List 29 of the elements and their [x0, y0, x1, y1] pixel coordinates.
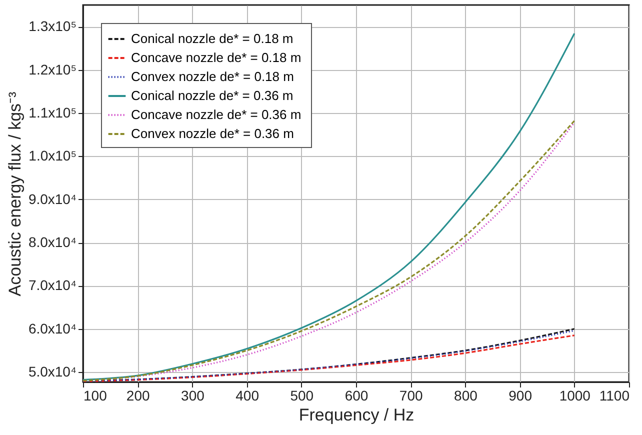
y-tick-label: 1.2x10⁵ [28, 61, 76, 78]
legend-label: Convex nozzle de* = 0.18 m [131, 69, 294, 84]
y-tick-label: 8.0x10⁴ [28, 234, 76, 250]
y-tick-label: 1.3x10⁵ [28, 18, 76, 34]
legend-label: Concave nozzle de* = 0.18 m [131, 50, 302, 65]
x-tick-label: 400 [236, 388, 260, 404]
line-series [83, 32, 576, 381]
y-tick-label: 5.0x10⁴ [28, 364, 76, 380]
legend-label: Conical nozzle de* = 0.36 m [131, 88, 294, 103]
x-tick-label: 900 [508, 388, 532, 404]
x-tick-label: 500 [290, 388, 314, 404]
x-tick-label: 700 [399, 388, 423, 404]
y-tick-label: 1.0x10⁵ [28, 148, 76, 164]
y-tick-label: 6.0x10⁴ [28, 320, 76, 336]
x-tick-label: 100 [84, 388, 108, 404]
x-axis-title: Frequency / Hz [298, 406, 414, 424]
x-tick-label: 600 [344, 388, 368, 404]
y-tick-label: 9.0x10⁴ [28, 190, 76, 207]
x-tick-label: 1100 [599, 388, 630, 404]
legend-label: Convex nozzle de* = 0.36 m [131, 126, 294, 141]
x-tick-label: 200 [126, 388, 150, 404]
x-tick-label: 800 [454, 388, 478, 404]
x-tick-label: 300 [181, 388, 205, 404]
legend-label: Concave nozzle de* = 0.36 m [131, 107, 302, 122]
y-tick-label: 1.1x10⁵ [28, 104, 76, 120]
x-tick-label: 1000 [559, 388, 591, 404]
y-axis-title: Acoustic energy flux / kgs⁻³ [5, 91, 24, 296]
legend-label: Conical nozzle de* = 0.18 m [131, 31, 294, 46]
y-tick-label: 7.0x10⁴ [28, 277, 76, 294]
